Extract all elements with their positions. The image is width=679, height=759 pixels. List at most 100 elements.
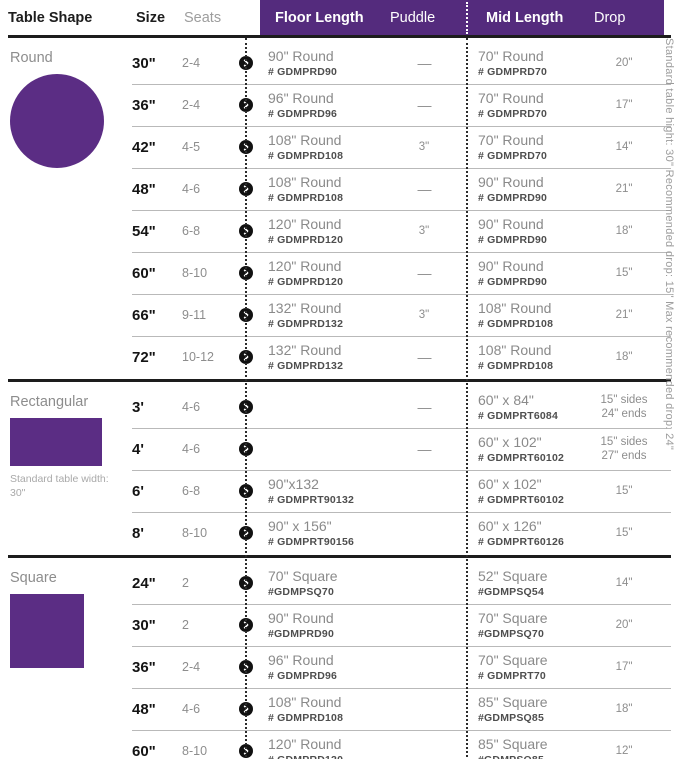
seats-value: 2 — [182, 576, 189, 590]
size-value: 4' — [132, 440, 144, 458]
mid-length-sku: # GDMPRD90 — [478, 191, 548, 204]
section-divider — [8, 35, 671, 38]
size-cell: 3' — [132, 386, 180, 428]
size-value: 48" — [132, 700, 156, 718]
size-value: 54" — [132, 222, 156, 240]
shape-label: Rectangular — [10, 394, 89, 410]
mid-cell: 70" Square #GDMPSQ70 — [478, 604, 592, 646]
size-cell: 24" — [132, 562, 180, 604]
mid-length-value: 90" Round — [478, 173, 544, 190]
drop-cell: 14" — [596, 562, 652, 604]
mid-length-sku: # GDMPRT6084 — [478, 409, 559, 422]
floor-length-value: 132" Round — [268, 341, 342, 358]
header-band — [260, 0, 664, 36]
floor-length-value: 132" Round — [268, 299, 342, 316]
size-value: 36" — [132, 96, 156, 114]
seats-cell: 4-6 — [182, 168, 232, 210]
mid-cell: 60" x 126" # GDMPRT60126 — [478, 512, 592, 554]
mid-length-sku: # GDMPRD90 — [478, 233, 548, 246]
puddle-value: 3" — [418, 141, 430, 153]
floor-length-value: 90" Round — [268, 47, 334, 64]
drop-cell: 12" — [596, 730, 652, 759]
mid-cell: 70" Round # GDMPRD70 — [478, 42, 592, 84]
table-row: 6' 6-8 90"x132 # GDMPRT90132 60" x 102" # GDM… — [0, 470, 679, 512]
row-divider — [132, 252, 671, 253]
mid-length-sku: # GDMPRT70 — [478, 669, 546, 682]
mid-cell: 70" Round # GDMPRD70 — [478, 84, 592, 126]
puddle-none-dash: — — [417, 97, 432, 113]
size-cell: 36" — [132, 646, 180, 688]
header-seats: Seats — [184, 10, 222, 26]
floor-length-value: 108" Round — [268, 693, 342, 710]
floor-length-sku: # GDMPRD108 — [268, 149, 344, 162]
floor-length-value: 70" Square — [268, 567, 338, 584]
size-cell: 48" — [132, 168, 180, 210]
floor-cell: 90" Round # GDMPRD90 — [268, 42, 384, 84]
puddle-cell: — — [384, 252, 464, 294]
size-value: 42" — [132, 138, 156, 156]
floor-cell: 90" Round #GDMPRD90 — [268, 604, 384, 646]
puddle-cell: — — [384, 428, 464, 470]
seats-cell: 2-4 — [182, 646, 232, 688]
floor-cell: 120" Round# GDMPRD120 — [268, 730, 384, 759]
floor-length-value: 90"x132 — [268, 475, 319, 492]
mid-length-value: 70" Square — [478, 651, 548, 668]
mid-cell: 90" Round # GDMPRD90 — [478, 168, 592, 210]
floor-length-value: 120" Round — [268, 215, 342, 232]
mid-length-value: 60" x 102" — [478, 433, 542, 450]
floor-cell — [268, 386, 384, 428]
mid-length-value: 60" x 84" — [478, 391, 534, 408]
mid-length-sku: #GDMPSQ54 — [478, 585, 544, 598]
puddle-cell: — — [384, 386, 464, 428]
shape-swatch-round — [10, 74, 104, 168]
drop-cell: 18" — [596, 688, 652, 730]
mid-cell: 108" Round # GDMPRD108 — [478, 336, 592, 378]
floor-length-sku: # GDMPRD90 — [268, 65, 338, 78]
drop-value: 18" — [615, 225, 633, 237]
seats-cell: 2-4 — [182, 42, 232, 84]
drop-cell: 14" — [596, 126, 652, 168]
drop-cell: 21" — [596, 168, 652, 210]
size-value: 3' — [132, 398, 144, 416]
puddle-value: 3" — [418, 309, 430, 321]
seats-value: 2 — [182, 618, 189, 632]
header-floor-length: Floor Length — [275, 10, 364, 26]
size-cell: 30" — [132, 42, 180, 84]
seats-value: 4-5 — [182, 140, 201, 154]
seats-cell: 2 — [182, 604, 232, 646]
seats-cell: 4-5 — [182, 126, 232, 168]
floor-cell — [268, 428, 384, 470]
size-cell: 48" — [132, 688, 180, 730]
mid-length-value: 60" x 126" — [478, 517, 542, 534]
mid-cell: 85" Square#GDMPSQ85 — [478, 730, 592, 759]
puddle-cell — [384, 688, 464, 730]
mid-cell: 108" Round # GDMPRD108 — [478, 294, 592, 336]
drop-cell: 17" — [596, 84, 652, 126]
row-divider — [132, 294, 671, 295]
mid-length-sku: #GDMPSQ85 — [478, 711, 544, 724]
table-row: 66" 9-11 132" Round # GDMPRD132 3" 108" Round… — [0, 294, 679, 336]
shape-note: Standard table width: 30" — [10, 473, 109, 499]
size-value: 30" — [132, 616, 156, 634]
row-divider — [132, 428, 671, 429]
header-drop: Drop — [594, 10, 626, 26]
puddle-cell: 3" — [384, 294, 464, 336]
shape-swatch-rectangular — [10, 418, 102, 466]
row-divider — [132, 168, 671, 169]
mid-length-value: 90" Round — [478, 257, 544, 274]
seats-value: 8-10 — [182, 526, 208, 540]
drop-cell: 20" — [596, 604, 652, 646]
drop-cell: 20" — [596, 42, 652, 84]
header-mid-length: Mid Length — [486, 10, 564, 26]
size-value: 36" — [132, 658, 156, 676]
drop-value: 17" — [615, 99, 633, 111]
floor-length-value: 120" Round — [268, 257, 342, 274]
shape-label: Round — [10, 50, 53, 66]
drop-cell: 15" — [596, 252, 652, 294]
header-table-shape: Table Shape — [8, 10, 93, 26]
floor-cell: 108" Round # GDMPRD108 — [268, 168, 384, 210]
floor-length-sku: # GDMPRT90156 — [268, 535, 355, 548]
drop-cell: 18" — [596, 210, 652, 252]
mid-length-sku: # GDMPRT60126 — [478, 535, 565, 548]
seats-value: 2-4 — [182, 56, 201, 70]
